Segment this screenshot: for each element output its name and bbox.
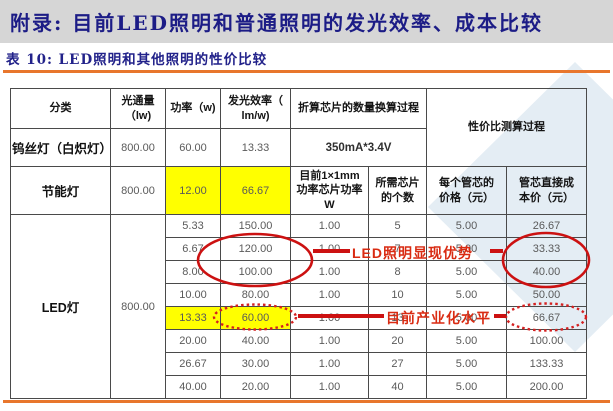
title-band: 附录: 目前LED照明和普通照明的发光效率、成本比较 — [0, 0, 613, 43]
led-chip-power-cell: 1.00 — [290, 237, 369, 261]
led-chips-cell: 13 — [368, 306, 427, 330]
energy-saving-power-cell: 12.00 — [165, 166, 221, 215]
led-efficacy-cell: 120.00 — [220, 237, 291, 261]
led-row-1: LED灯 800.00 5.33 150.00 1.00 5 5.00 26.6… — [10, 214, 587, 399]
table-caption: 表 10: LED照明和其他照明的性价比较 — [6, 52, 268, 68]
led-chip-power-cell: 1.00 — [290, 283, 369, 307]
led-name-cell: LED灯 — [10, 214, 111, 399]
led-cost-cell: 100.00 — [506, 329, 587, 353]
led-efficacy-cell: 20.00 — [220, 375, 291, 399]
led-chips-cell: 20 — [368, 329, 427, 353]
led-power-cell: 10.00 — [165, 283, 221, 307]
led-efficacy-cell: 150.00 — [220, 214, 291, 238]
led-chip-power-cell: 1.00 — [290, 214, 369, 238]
subheader-chip-count: 所需芯片 的个数 — [368, 166, 427, 215]
led-price-cell: 5.00 — [426, 283, 507, 307]
led-power-cell: 5.33 — [165, 214, 221, 238]
incandescent-power-cell: 60.00 — [165, 128, 221, 167]
led-cost-cell: 33.33 — [506, 237, 587, 261]
led-price-cell: 5.00 — [426, 260, 507, 284]
led-power-cell: 6.67 — [165, 237, 221, 261]
led-cost-cell: 200.00 — [506, 375, 587, 399]
led-chip-power-cell: 1.00 — [290, 306, 369, 330]
col-header-chip-conversion-group: 折算芯片的数量换算过程 — [290, 88, 427, 129]
led-chip-power-cell: 1.00 — [290, 352, 369, 376]
col-header-luminous-flux: 光通量 （lw) — [110, 88, 166, 129]
led-row-6: 20.00 40.00 1.00 20 5.00 100.00 — [11, 329, 587, 353]
led-efficacy-cell: 30.00 — [220, 352, 291, 376]
led-price-cell: 5.00 — [426, 329, 507, 353]
led-chips-cell: 7 — [368, 237, 427, 261]
led-efficacy-cell: 60.00 — [220, 306, 291, 330]
col-header-category: 分类 — [10, 88, 111, 129]
led-chips-cell: 40 — [368, 375, 427, 399]
subheader-die-cost: 管芯直接成 本价（元） — [506, 166, 587, 215]
comparison-table: 分类 光通量 （lw) 功率（w) 发光效率（ lm/w) 折算芯片的数量换算过… — [10, 88, 587, 399]
top-divider-line — [3, 70, 610, 73]
led-row-8: 40.00 20.00 1.00 40 5.00 200.00 — [11, 375, 587, 399]
led-power-cell: 13.33 — [165, 306, 221, 330]
incandescent-efficacy-cell: 13.33 — [220, 128, 291, 167]
led-cost-cell: 40.00 — [506, 260, 587, 284]
led-power-cell: 8.00 — [165, 260, 221, 284]
incandescent-conversion-cell: 350mA*3.4V — [290, 128, 427, 167]
led-price-cell: 5.00 — [426, 214, 507, 238]
led-cost-cell: 50.00 — [506, 283, 587, 307]
led-chips-cell: 8 — [368, 260, 427, 284]
row-incandescent: 钨丝灯（白炽灯） 800.00 60.00 13.33 350mA*3.4V — [10, 128, 587, 167]
led-chips-cell: 27 — [368, 352, 427, 376]
led-efficacy-cell: 40.00 — [220, 329, 291, 353]
energy-saving-flux-cell: 800.00 — [110, 166, 166, 215]
led-flux-cell: 800.00 — [110, 214, 166, 399]
led-power-cell: 40.00 — [165, 375, 221, 399]
row-energy-saving: 节能灯 800.00 12.00 66.67 目前1×1mm 功率芯片功率 W … — [10, 166, 587, 215]
led-cost-cell: 26.67 — [506, 214, 587, 238]
subheader-chip-power: 目前1×1mm 功率芯片功率 W — [290, 166, 369, 215]
incandescent-name-cell: 钨丝灯（白炽灯） — [10, 128, 111, 167]
led-price-cell: 5.00 — [426, 237, 507, 261]
led-chip-power-cell: 1.00 — [290, 260, 369, 284]
energy-saving-efficacy-cell: 66.67 — [220, 166, 291, 215]
led-cost-cell: 133.33 — [506, 352, 587, 376]
subheader-die-price: 每个管芯的 价格（元） — [426, 166, 507, 215]
col-header-efficacy: 发光效率（ lm/w) — [220, 88, 291, 129]
energy-saving-name-cell: 节能灯 — [10, 166, 111, 215]
led-price-cell: 5.00 — [426, 352, 507, 376]
led-efficacy-cell: 100.00 — [220, 260, 291, 284]
bottom-divider-line — [3, 400, 610, 403]
led-chips-cell: 5 — [368, 214, 427, 238]
page-title: 附录: 目前LED照明和普通照明的发光效率、成本比较 — [10, 11, 543, 35]
led-chips-cell: 10 — [368, 283, 427, 307]
col-header-power: 功率（w) — [165, 88, 221, 129]
led-power-cell: 20.00 — [165, 329, 221, 353]
col-header-cost-performance-group: 性价比测算过程 — [426, 88, 587, 167]
led-chip-power-cell: 1.00 — [290, 375, 369, 399]
led-cost-cell: 66.67 — [506, 306, 587, 330]
led-chip-power-cell: 1.00 — [290, 329, 369, 353]
incandescent-flux-cell: 800.00 — [110, 128, 166, 167]
led-power-cell: 26.67 — [165, 352, 221, 376]
led-price-cell: 5.00 — [426, 375, 507, 399]
led-price-cell: 5.00 — [426, 306, 507, 330]
led-efficacy-cell: 80.00 — [220, 283, 291, 307]
